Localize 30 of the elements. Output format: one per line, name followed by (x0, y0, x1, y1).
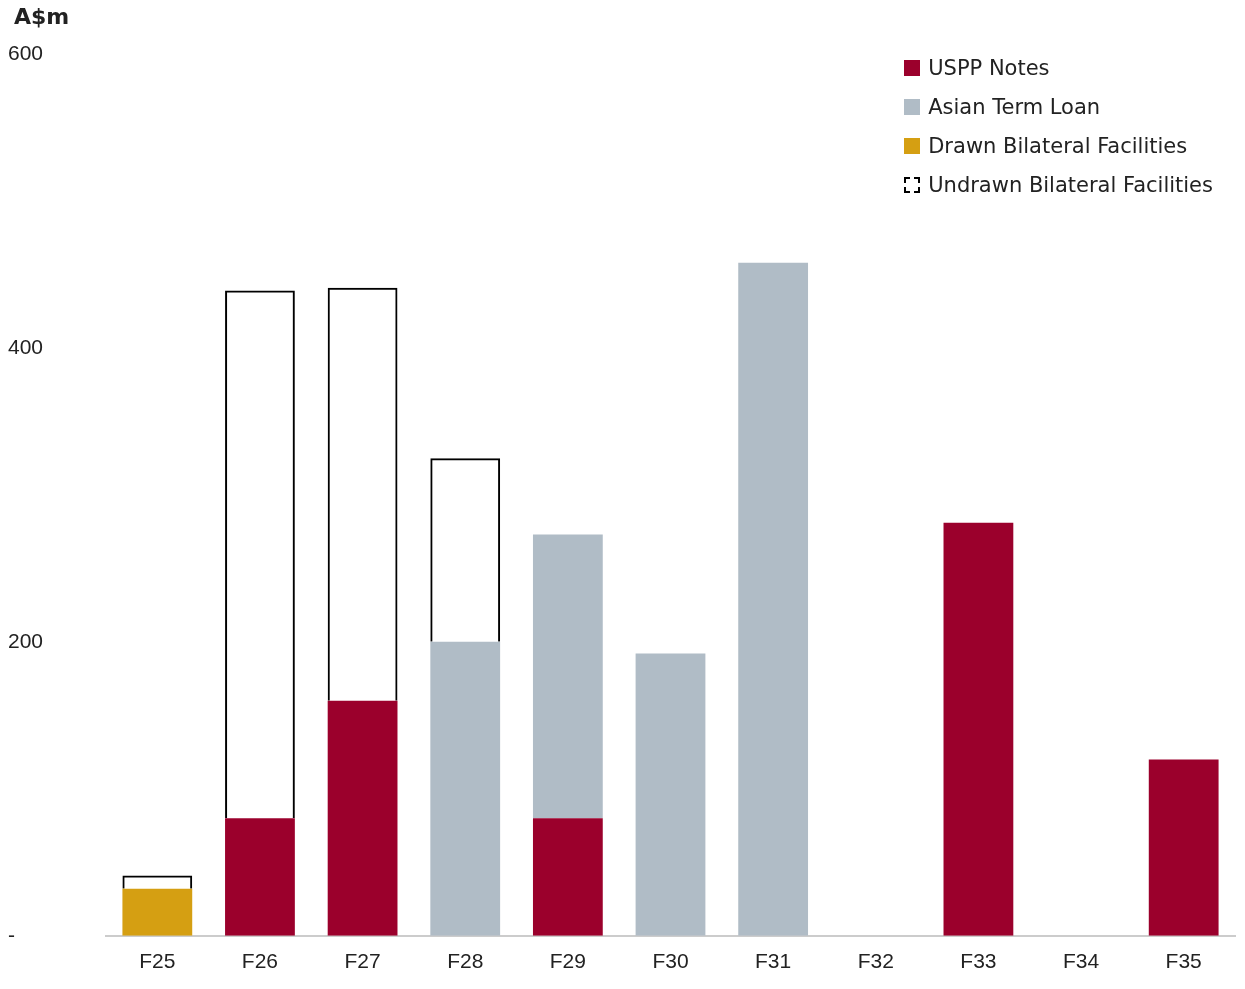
bar (635, 653, 706, 936)
bar (943, 522, 1014, 936)
x-tick-label: F26 (241, 949, 279, 973)
bar (1148, 759, 1219, 936)
y-tick-label: 600 (8, 40, 44, 64)
bar (532, 534, 603, 819)
x-tick-label: F33 (960, 949, 997, 973)
bar (225, 818, 295, 936)
bar (430, 641, 501, 936)
x-tick-label: F27 (344, 949, 381, 973)
y-tick-label: 400 (8, 334, 44, 358)
bar (738, 262, 809, 936)
bar (327, 700, 398, 936)
y-axis-title: A$m (14, 3, 70, 29)
x-tick-label: F30 (652, 949, 689, 973)
x-tick-label: F35 (1165, 949, 1202, 973)
x-tick-label: F34 (1062, 949, 1100, 973)
legend-label: Drawn Bilateral Facilities (928, 133, 1188, 158)
x-tick-label: F31 (755, 949, 792, 973)
bar (532, 818, 603, 936)
x-tick-label: F28 (447, 949, 484, 973)
legend-label: USPP Notes (928, 55, 1050, 80)
x-tick-label: F25 (139, 949, 176, 973)
x-tick-label: F32 (857, 949, 894, 973)
y-tick-label: 200 (8, 628, 44, 652)
x-tick-label: F29 (549, 949, 586, 973)
legend-label: Asian Term Loan (928, 94, 1101, 119)
y-tick-label: - (8, 922, 15, 946)
legend-label: Undrawn Bilateral Facilities (928, 172, 1213, 197)
bar (122, 888, 193, 936)
